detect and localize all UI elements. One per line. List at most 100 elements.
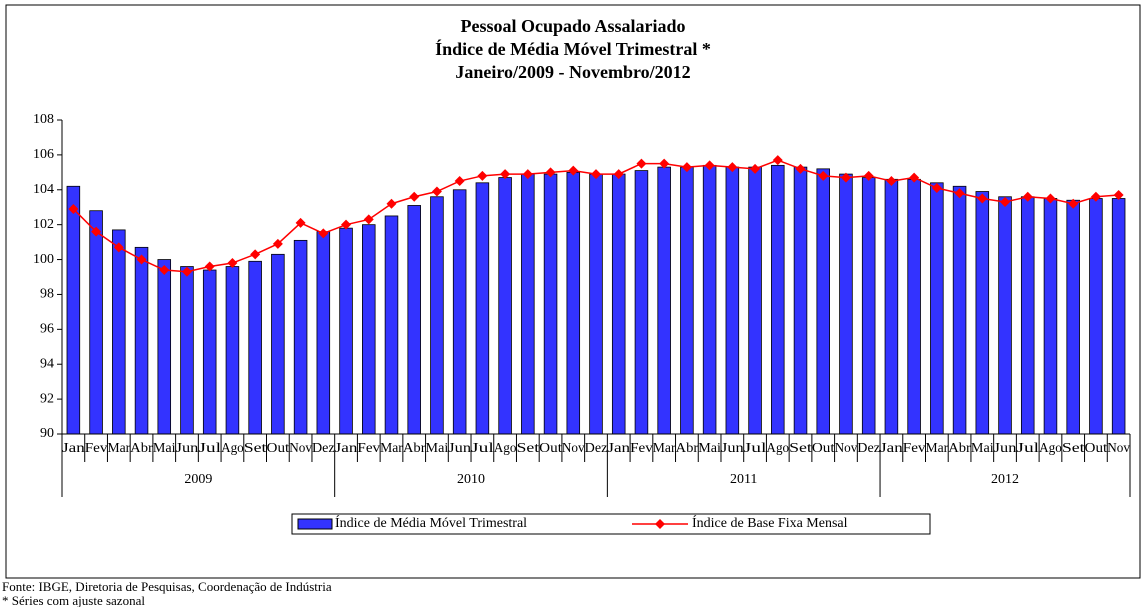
x-tick-label: Jan: [607, 441, 630, 456]
bar: [543, 173, 558, 435]
x-tick-label: Jan: [880, 441, 903, 456]
marker: [68, 203, 79, 214]
x-group-label: 2012: [991, 472, 1019, 487]
marker: [909, 172, 920, 183]
marker: [341, 219, 352, 230]
x-tick-label: Nov: [1107, 441, 1130, 456]
marker: [204, 261, 215, 272]
marker: [681, 162, 692, 173]
bar: [134, 246, 149, 435]
bar: [589, 173, 603, 435]
bar: [362, 224, 376, 435]
bar: [248, 260, 262, 435]
marker: [591, 169, 601, 180]
y-tick-label: 106: [33, 147, 54, 162]
legend-box: [291, 513, 931, 535]
x-tick-label: Fev: [630, 441, 653, 456]
x-tick-label: Out: [1085, 441, 1108, 456]
x-tick-label: Ago: [221, 441, 244, 456]
bar: [816, 168, 830, 435]
bar: [930, 182, 944, 435]
x-tick-label: Jul: [1016, 441, 1039, 456]
x-tick-label: Dez: [857, 441, 880, 456]
bar: [1020, 196, 1035, 435]
bar: [657, 166, 671, 435]
x-tick-label: Ago: [766, 441, 789, 456]
bar: [89, 210, 103, 435]
marker: [136, 254, 147, 265]
bar: [498, 177, 512, 435]
x-tick-label: Set: [1062, 441, 1085, 456]
x-tick-label: Mar: [380, 441, 403, 456]
marker: [522, 169, 533, 180]
x-tick-label: Mar: [107, 441, 130, 456]
marker: [431, 186, 442, 197]
marker: [227, 258, 238, 269]
x-tick-label: Fev: [903, 441, 926, 456]
marker: [386, 198, 397, 209]
x-tick-label: Jul: [471, 441, 494, 456]
x-tick-label: Jan: [335, 441, 358, 456]
x-tick-label: Jun: [176, 441, 199, 456]
y-tick-label: 98: [40, 287, 54, 302]
bar: [293, 239, 308, 435]
marker: [568, 165, 579, 176]
x-tick-label: Dez: [585, 441, 608, 456]
x-tick-label: Out: [267, 441, 290, 456]
x-tick-label: Nov: [562, 441, 585, 456]
bar: [611, 173, 626, 435]
marker: [750, 163, 761, 174]
bar: [907, 178, 921, 435]
marker: [454, 176, 465, 187]
x-tick-label: Ago: [494, 441, 517, 456]
bar: [339, 227, 353, 435]
marker: [818, 170, 829, 181]
bar: [180, 266, 194, 435]
bar: [202, 269, 217, 435]
x-tick-label: Abr: [948, 441, 971, 456]
y-tick-label: 90: [40, 426, 54, 441]
marker: [91, 226, 102, 237]
x-group-label: 2009: [184, 472, 212, 487]
chart-title: Índice de Média Móvel Trimestral *: [435, 38, 711, 59]
marker: [1045, 193, 1056, 204]
bar: [225, 266, 240, 435]
x-tick-label: Abr: [403, 441, 426, 456]
x-tick-label: Dez: [312, 441, 335, 456]
x-tick-label: Jan: [62, 441, 85, 456]
chart-title: Janeiro/2009 - Novembro/2012: [455, 62, 690, 82]
x-tick-label: Ago: [1039, 441, 1062, 456]
marker: [659, 158, 670, 169]
bar: [975, 191, 990, 435]
x-tick-label: Out: [812, 441, 835, 456]
marker: [1000, 196, 1011, 207]
marker: [954, 188, 965, 199]
marker: [1090, 191, 1101, 202]
x-tick-label: Abr: [676, 441, 699, 456]
legend-label: Índice de Média Móvel Trimestral: [335, 514, 527, 531]
marker: [500, 169, 511, 180]
bar: [839, 173, 853, 435]
marker: [840, 172, 851, 183]
marker: [704, 160, 715, 171]
bar: [566, 171, 581, 435]
x-tick-label: Set: [244, 441, 267, 456]
bar: [430, 196, 444, 435]
x-tick-label: Jul: [744, 441, 767, 456]
bar: [748, 166, 762, 435]
marker: [863, 170, 874, 181]
marker: [477, 170, 488, 181]
marker: [409, 191, 420, 202]
y-tick-label: 94: [40, 356, 54, 371]
bar: [725, 166, 740, 435]
marker: [363, 214, 374, 225]
y-tick-label: 100: [33, 252, 54, 267]
bar: [407, 205, 421, 435]
marker: [636, 158, 647, 169]
bar: [452, 189, 467, 435]
legend-swatch: [297, 518, 333, 530]
legend-swatch: [655, 519, 665, 529]
x-tick-label: Fev: [357, 441, 380, 456]
marker: [113, 242, 124, 253]
